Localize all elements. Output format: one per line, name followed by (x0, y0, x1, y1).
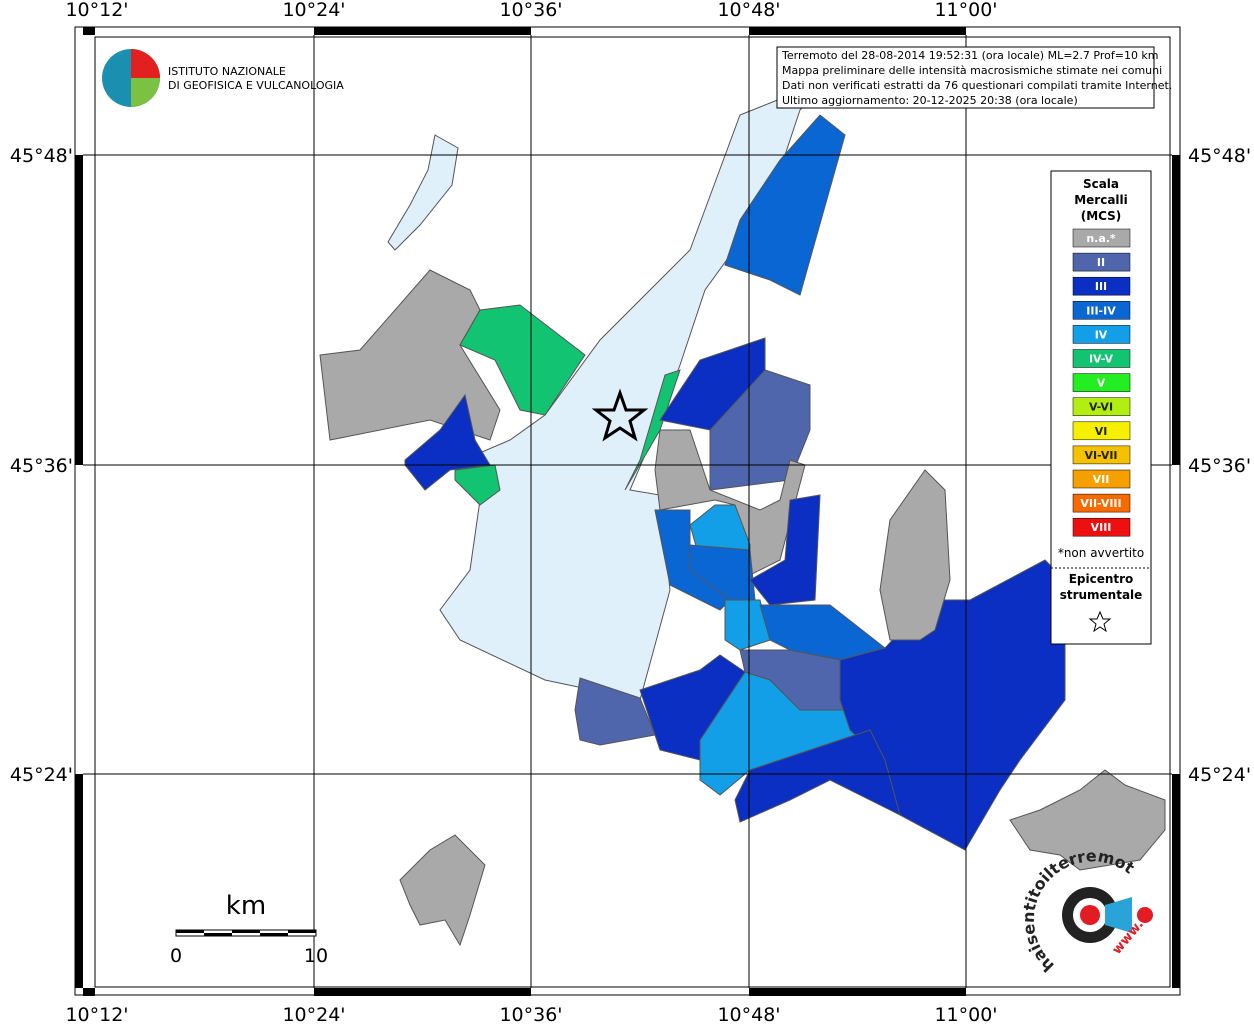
legend-star (1088, 610, 1112, 633)
lake-garda (439, 94, 811, 701)
legend-title: Mercalli (1074, 193, 1128, 207)
legend-label: VII (1093, 473, 1110, 486)
lat-label: 45°36' (10, 455, 73, 477)
legend-swatch (1072, 397, 1131, 416)
ingv-logo (131, 49, 160, 78)
legend-swatch (1072, 252, 1131, 272)
info-line: Ultimo aggiornamento: 20-12-2025 20:38 (… (782, 94, 1078, 107)
info-lines: Terremoto del 28-08-2014 19:52:31 (ora l… (781, 49, 1172, 107)
legend-label: II (1097, 256, 1105, 269)
info-box (776, 46, 1155, 109)
ingv-logo (131, 78, 160, 107)
legend-swatch (1072, 373, 1131, 392)
lon-label: 11°00' (934, 1004, 997, 1024)
legend-epicenter: Epicentro (1069, 572, 1134, 586)
region (724, 599, 771, 651)
site-logo (1105, 897, 1132, 933)
legend-swatch (1072, 517, 1131, 537)
logo-text: ISTITUTO NAZIONALE (168, 65, 286, 78)
logo-text: DI GEOFISICA E VULCANOLOGIA (168, 79, 344, 92)
graticule (83, 35, 1172, 988)
legend-swatch (1072, 349, 1131, 368)
legend-note: *non avvertito (1058, 546, 1144, 560)
legend-swatch (1072, 301, 1131, 320)
legend-label: VI (1095, 425, 1108, 438)
epicenter-star (591, 388, 649, 442)
legend-swatch (1072, 421, 1131, 441)
lon-label: 11°00' (934, 0, 997, 21)
legend-label: III (1095, 280, 1107, 293)
legend-label: VIII (1091, 521, 1112, 534)
lat-label: 45°48' (10, 145, 73, 167)
scale-bar (176, 930, 316, 936)
legend-label: IV (1095, 328, 1108, 341)
legend-swatch (1072, 469, 1131, 489)
legend-title: Scala (1083, 177, 1119, 191)
legend-swatch (1072, 493, 1131, 513)
lat-label: 45°24' (1188, 764, 1251, 786)
legend-label: IV-V (1089, 353, 1114, 366)
lon-label: 10°48' (717, 0, 780, 21)
region (624, 369, 681, 491)
lat-label: 45°48' (1188, 145, 1251, 167)
lon-label: 10°24' (282, 0, 345, 21)
lake-idro (387, 134, 459, 251)
legend-swatch (1072, 445, 1131, 465)
lon-label: 10°12' (65, 0, 128, 21)
legend-label: V-VI (1089, 401, 1113, 414)
region (1009, 769, 1166, 871)
legend-swatch (1072, 325, 1131, 344)
region (454, 464, 501, 506)
legend-label: VI-VII (1084, 449, 1117, 462)
legend-swatch (1072, 228, 1131, 248)
lat-label: 45°24' (10, 764, 73, 786)
region (879, 469, 951, 641)
regions (319, 114, 1166, 947)
legend: Scala Mercalli (MCS) *non avvertito Epic… (1051, 177, 1151, 633)
legend-label: n.a.* (1086, 232, 1116, 245)
frame (74, 26, 1181, 996)
lon-label: 10°36' (499, 0, 562, 21)
map-border (94, 36, 1171, 988)
region (654, 429, 806, 576)
scale-label: 0 (170, 945, 182, 967)
region (734, 729, 901, 823)
coordinate-labels: 10°12' 10°12' 10°24' 10°24' 10°36' 10°36' 10°4… (10, 0, 1251, 1024)
region (724, 114, 846, 296)
legend-label: III-IV (1086, 304, 1116, 317)
lon-label: 10°24' (282, 1004, 345, 1024)
legend-label: VII-VIII (1080, 497, 1121, 510)
scale-unit: km (226, 891, 266, 921)
site-logo (1137, 907, 1153, 923)
info-line: Dati non verificati estratti da 76 quest… (782, 79, 1172, 92)
legend-swatch (1072, 276, 1131, 296)
lon-label: 10°12' (65, 1004, 128, 1024)
legend-title: (MCS) (1081, 209, 1122, 223)
info-line: Mappa preliminare delle intensità macros… (782, 64, 1162, 77)
region (399, 834, 486, 947)
info-line: Terremoto del 28-08-2014 19:52:31 (ora l… (781, 49, 1159, 62)
frame-bars (75, 27, 1180, 996)
region (574, 677, 656, 746)
scale-label: 10 (304, 945, 328, 967)
site-logo (1080, 905, 1100, 925)
lat-label: 45°36' (1188, 455, 1251, 477)
lon-label: 10°36' (499, 1004, 562, 1024)
lon-label: 10°48' (717, 1004, 780, 1024)
legend-epicenter: strumentale (1060, 588, 1143, 602)
legend-label: V (1097, 377, 1106, 390)
